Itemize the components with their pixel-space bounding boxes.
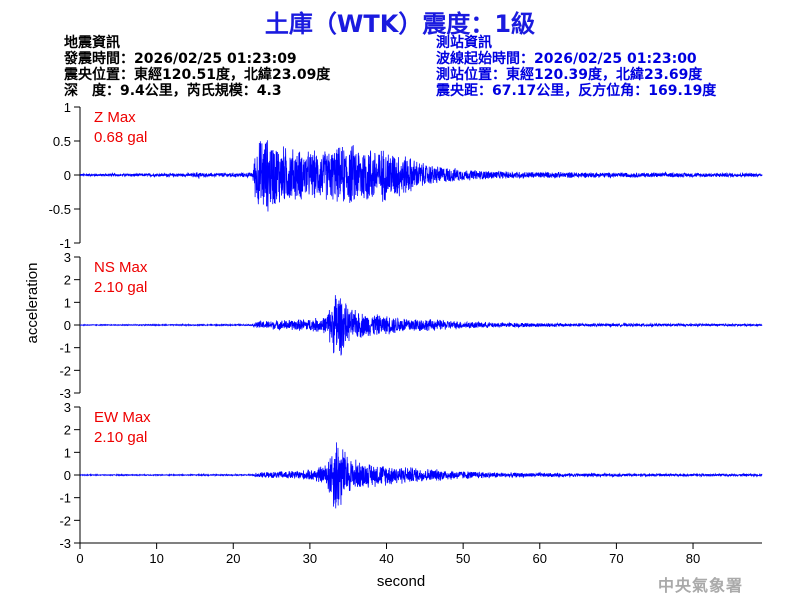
y-axis-label: acceleration xyxy=(24,263,41,344)
x-axis-label: second xyxy=(377,573,425,590)
x-tick-label: 40 xyxy=(379,551,393,566)
y-tick-label: -1 xyxy=(59,236,71,251)
x-tick-label: 0 xyxy=(76,551,83,566)
max-label-ew: EW Max xyxy=(94,409,151,426)
page-title: 土庫（WTK）震度：1級 xyxy=(264,10,536,38)
y-tick-label: 3 xyxy=(64,250,71,265)
y-tick-label: 2 xyxy=(64,273,71,288)
station-location: 測站位置：東經120.39度，北緯23.69度 xyxy=(436,67,703,83)
y-tick-label: 1 xyxy=(64,445,71,460)
x-tick-label: 30 xyxy=(303,551,317,566)
y-tick-label: 2 xyxy=(64,423,71,438)
y-tick-label: 1 xyxy=(64,295,71,310)
trace-z xyxy=(79,140,763,212)
trace-ew xyxy=(79,442,763,509)
y-tick-label: 3 xyxy=(64,400,71,415)
max-value-z: 0.68 gal xyxy=(94,129,147,146)
max-value-ns: 2.10 gal xyxy=(94,279,147,296)
y-tick-label: -2 xyxy=(59,513,71,528)
y-tick-label: -2 xyxy=(59,363,71,378)
y-tick-label: 0 xyxy=(64,318,71,333)
event-epicenter: 震央位置：東經120.51度，北緯23.09度 xyxy=(64,67,331,83)
y-tick-label: 0.5 xyxy=(53,134,71,149)
event-time: 發震時間：2026/02/25 01:23:09 xyxy=(64,51,297,67)
y-tick-label: 0 xyxy=(64,468,71,483)
y-tick-label: -1 xyxy=(59,341,71,356)
y-tick-label: 0 xyxy=(64,168,71,183)
event-info: 地震資訊 發震時間：2026/02/25 01:23:09 震央位置：東經120… xyxy=(64,35,330,99)
event-depth-magnitude: 深 度：9.4公里，芮氏規模：4.3 xyxy=(64,83,282,99)
max-label-ns: NS Max xyxy=(94,259,148,276)
max-value-ew: 2.10 gal xyxy=(94,429,147,446)
x-tick-label: 70 xyxy=(609,551,623,566)
station-distance: 震央距：67.17公里，反方位角：169.19度 xyxy=(436,83,717,99)
x-tick-label: 50 xyxy=(456,551,470,566)
x-tick-label: 80 xyxy=(686,551,700,566)
x-tick-label: 60 xyxy=(533,551,547,566)
y-tick-label: -3 xyxy=(59,386,71,401)
x-tick-label: 10 xyxy=(149,551,163,566)
event-info-heading: 地震資訊 xyxy=(64,35,120,51)
station-info: 測站資訊 波線起始時間：2026/02/25 01:23:00 測站位置：東經1… xyxy=(436,35,716,99)
y-tick-label: -1 xyxy=(59,491,71,506)
y-tick-label: 1 xyxy=(64,100,71,115)
y-tick-label: -0.5 xyxy=(49,202,71,217)
max-label-z: Z Max xyxy=(94,109,136,126)
y-tick-label: -3 xyxy=(59,536,71,551)
trace-ns xyxy=(79,295,763,356)
station-info-heading: 測站資訊 xyxy=(436,35,492,51)
station-wave-start: 波線起始時間：2026/02/25 01:23:00 xyxy=(436,51,697,67)
credit-label: 中央氣象署 xyxy=(658,576,744,595)
x-tick-label: 20 xyxy=(226,551,240,566)
